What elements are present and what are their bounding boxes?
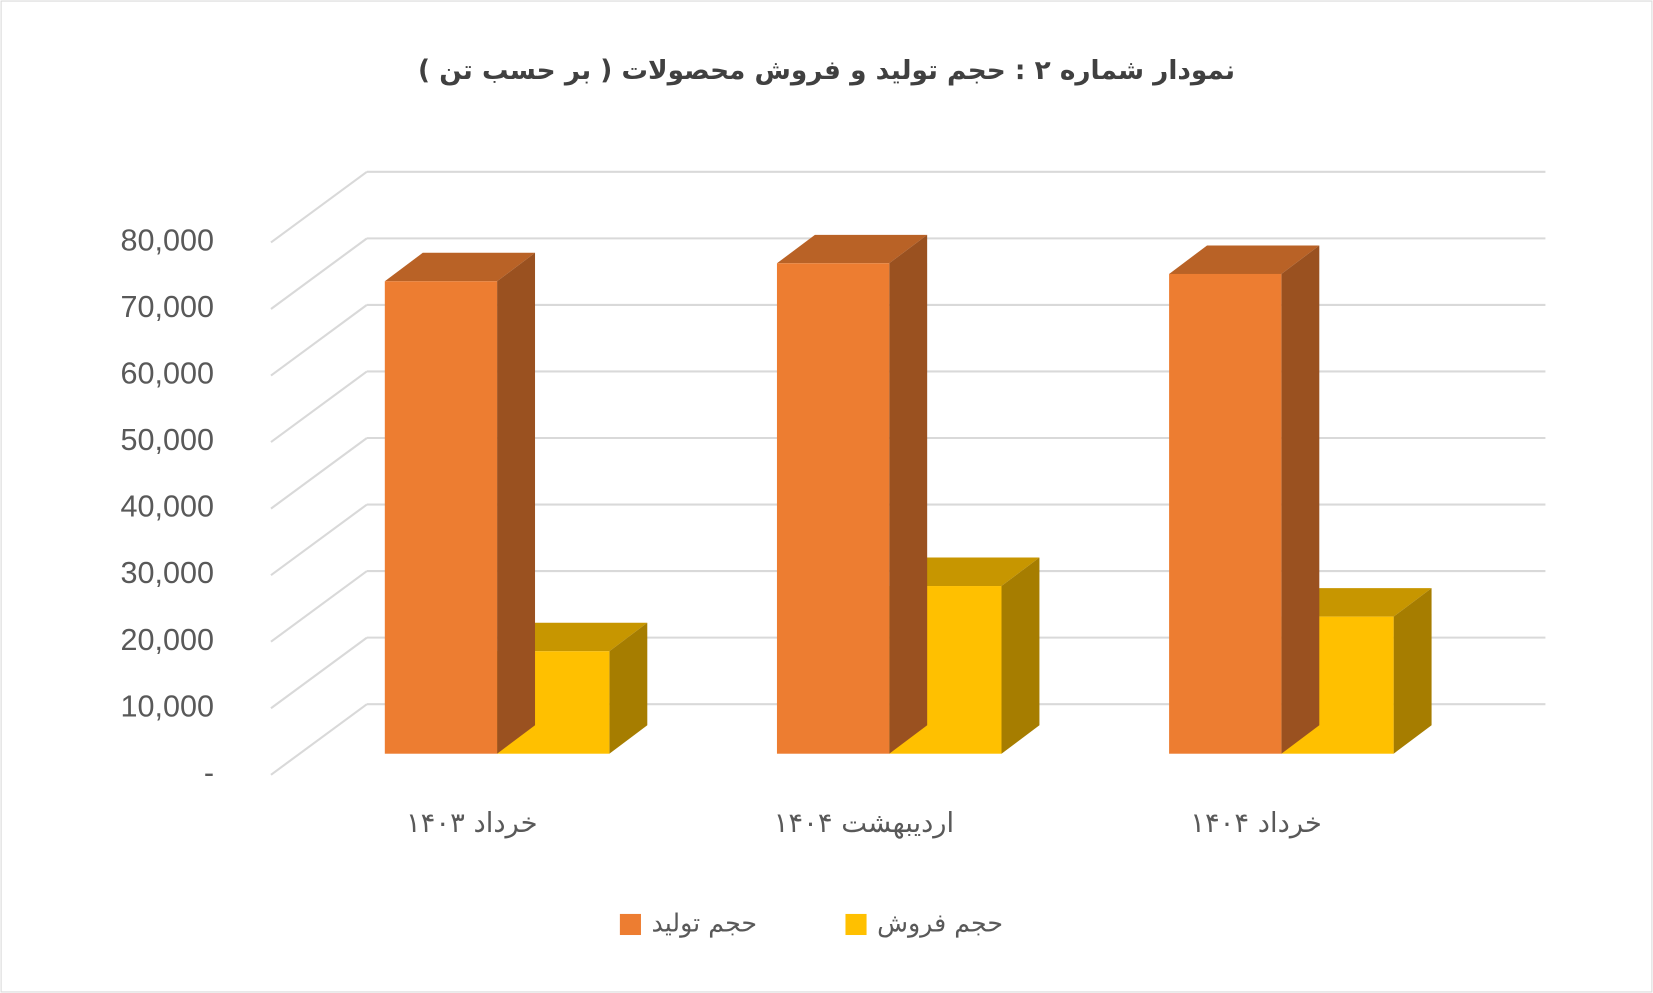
- grid-line-side: [270, 304, 368, 377]
- bar-top: [384, 252, 536, 282]
- grid-line-side: [270, 503, 368, 577]
- grid-line-side: [270, 703, 368, 776]
- y-tick-label: 60,000: [121, 357, 214, 391]
- legend-swatch: [619, 913, 641, 936]
- y-tick-label: -: [204, 756, 214, 790]
- chart-title: نمودار شماره ۲ : حجم تولید و فروش محصولا…: [418, 56, 1235, 86]
- legend-label: حجم تولید: [652, 908, 758, 938]
- bar-top: [1169, 245, 1320, 274]
- x-tick-label: خرداد ۱۴۰۳: [406, 808, 538, 839]
- bar-side: [1001, 557, 1040, 754]
- bar: [1169, 273, 1282, 754]
- x-tick-label: اردیبهشت ۱۴۰۴: [774, 808, 954, 839]
- legend-label: حجم فروش: [877, 908, 1003, 938]
- bar: [776, 263, 890, 754]
- grid-line-side: [270, 636, 368, 710]
- y-tick-label: 80,000: [121, 224, 214, 258]
- y-tick-label: 70,000: [121, 290, 214, 324]
- bar-side: [1281, 245, 1320, 754]
- bar-side: [497, 252, 536, 754]
- grid-line-side: [270, 370, 368, 443]
- y-tick-label: 50,000: [121, 423, 214, 457]
- y-tick-label: 20,000: [121, 623, 214, 657]
- y-tick-label: 30,000: [121, 556, 214, 590]
- bar: [384, 281, 498, 754]
- legend-swatch: [845, 913, 867, 936]
- y-tick-label: 40,000: [121, 490, 214, 524]
- grid-line-side: [270, 170, 368, 244]
- grid-line-side: [270, 570, 368, 643]
- y-tick-label: 10,000: [121, 689, 214, 723]
- bar-side: [889, 234, 928, 754]
- bar-side: [609, 622, 648, 754]
- grid-line-side: [270, 437, 368, 510]
- bar-side: [1393, 588, 1432, 754]
- x-tick-label: خرداد ۱۴۰۴: [1190, 808, 1322, 839]
- bar-top: [776, 234, 928, 264]
- grid-line-side: [270, 237, 368, 310]
